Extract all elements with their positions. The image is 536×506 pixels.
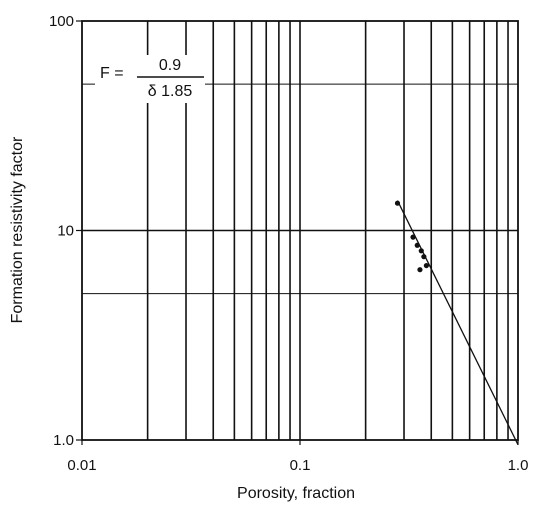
data-point	[423, 262, 429, 269]
y-tick-label: 100	[49, 13, 74, 30]
equation-denominator: δ 1.85	[148, 83, 193, 100]
equation-lhs: F =	[100, 65, 124, 82]
y-axis-label: Formation resistivity factor	[9, 136, 26, 323]
x-tick-label: 1.0	[508, 457, 529, 474]
x-tick-label: 0.01	[67, 457, 96, 474]
grid	[82, 21, 518, 440]
y-tick-label: 1.0	[53, 432, 74, 449]
x-tick-label: 0.1	[290, 457, 311, 474]
equation-numerator: 0.9	[159, 57, 181, 74]
tick-labels: 0.01 0.1 1.0 1.0 10 100	[49, 13, 528, 474]
data-point	[417, 267, 423, 273]
equation-annotation: F = 0.9 δ 1.85	[95, 55, 205, 103]
y-tick-label: 10	[57, 223, 74, 240]
data-series	[394, 200, 519, 445]
fit-line	[396, 200, 519, 445]
x-axis-label: Porosity, fraction	[237, 485, 355, 502]
